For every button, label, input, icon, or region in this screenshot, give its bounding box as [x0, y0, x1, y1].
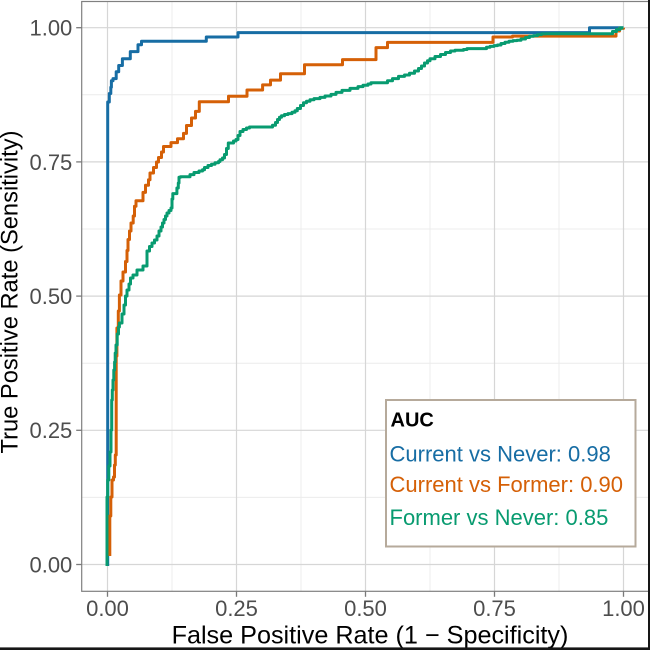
svg-text:0.00: 0.00 [29, 552, 72, 577]
svg-text:0.25: 0.25 [215, 596, 258, 621]
svg-text:0.75: 0.75 [29, 150, 72, 175]
svg-text:0.75: 0.75 [473, 596, 516, 621]
svg-text:Former vs Never: 0.85: Former vs Never: 0.85 [390, 505, 609, 530]
svg-text:Current vs Never: 0.98: Current vs Never: 0.98 [390, 441, 611, 466]
svg-text:1.00: 1.00 [602, 596, 645, 621]
svg-text:0.50: 0.50 [344, 596, 387, 621]
svg-text:False Positive Rate (1 − Speci: False Positive Rate (1 − Specificity) [172, 621, 569, 649]
svg-text:Current vs Former: 0.90: Current vs Former: 0.90 [390, 472, 624, 497]
svg-text:1.00: 1.00 [29, 16, 72, 41]
svg-text:True Positive Rate (Sensitivit: True Positive Rate (Sensitivity) [0, 131, 24, 454]
svg-text:AUC: AUC [391, 410, 434, 432]
svg-text:0.50: 0.50 [29, 284, 72, 309]
svg-text:0.25: 0.25 [29, 418, 72, 443]
svg-text:0.00: 0.00 [86, 596, 129, 621]
